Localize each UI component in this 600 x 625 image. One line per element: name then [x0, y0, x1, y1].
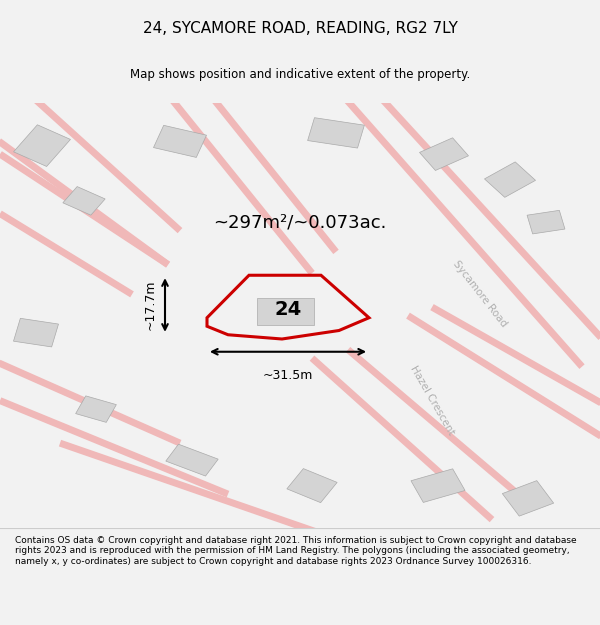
Polygon shape	[14, 125, 70, 166]
Polygon shape	[419, 138, 469, 171]
Polygon shape	[63, 187, 105, 215]
Text: Sycamore Road: Sycamore Road	[451, 259, 509, 329]
Text: ~17.7m: ~17.7m	[143, 280, 157, 330]
Text: 24: 24	[274, 300, 302, 319]
Text: 24, SYCAMORE ROAD, READING, RG2 7LY: 24, SYCAMORE ROAD, READING, RG2 7LY	[143, 21, 457, 36]
Text: Hazel Crescent: Hazel Crescent	[408, 364, 456, 437]
Polygon shape	[502, 481, 554, 516]
Polygon shape	[257, 298, 314, 325]
Polygon shape	[484, 162, 536, 198]
Polygon shape	[527, 211, 565, 234]
Polygon shape	[13, 318, 59, 347]
Polygon shape	[76, 396, 116, 422]
Text: Contains OS data © Crown copyright and database right 2021. This information is : Contains OS data © Crown copyright and d…	[15, 536, 577, 566]
Text: Map shows position and indicative extent of the property.: Map shows position and indicative extent…	[130, 68, 470, 81]
Polygon shape	[154, 126, 206, 158]
Polygon shape	[411, 469, 465, 502]
Polygon shape	[308, 118, 364, 148]
Text: ~31.5m: ~31.5m	[263, 369, 313, 382]
Polygon shape	[287, 469, 337, 502]
Text: ~297m²/~0.073ac.: ~297m²/~0.073ac.	[214, 213, 386, 231]
Polygon shape	[166, 444, 218, 476]
